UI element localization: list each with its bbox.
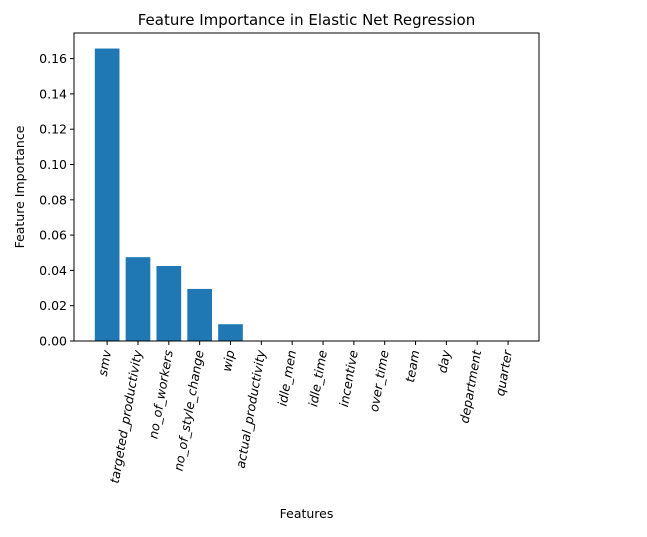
bar-targeted-productivity: [125, 257, 151, 341]
bars-group: [94, 48, 243, 341]
y-tick-label: 0.12: [39, 122, 67, 137]
y-tick-label: 0.16: [39, 51, 67, 66]
y-tick-label: 0.04: [39, 263, 67, 278]
y-tick-label: 0.08: [39, 192, 67, 207]
plot-frame: [73, 32, 540, 342]
x-axis-label: Features: [280, 506, 334, 521]
y-tick-label: 0.06: [39, 228, 67, 243]
chart-title: Feature Importance in Elastic Net Regres…: [138, 11, 475, 29]
x-tick-label: team: [402, 349, 422, 384]
bar-no-of-workers: [156, 265, 182, 341]
y-tick-label: 0.14: [39, 86, 67, 101]
x-tick-label: wip: [219, 349, 238, 373]
y-axis-ticks: 0.00 0.02 0.04 0.06 0.08 0.10 0.12 0.14 0.16: [39, 51, 74, 349]
bar-no-of-style-change: [187, 288, 212, 341]
y-tick-label: 0.00: [39, 334, 67, 349]
y-tick-label: 0.10: [39, 157, 67, 172]
x-tick-label: smv: [95, 348, 114, 377]
y-axis-label: Feature Importance: [12, 125, 27, 248]
y-tick-label: 0.02: [39, 298, 67, 313]
bar-wip: [218, 324, 243, 341]
x-tick-label: day: [435, 348, 454, 374]
bar-smv: [94, 48, 120, 341]
